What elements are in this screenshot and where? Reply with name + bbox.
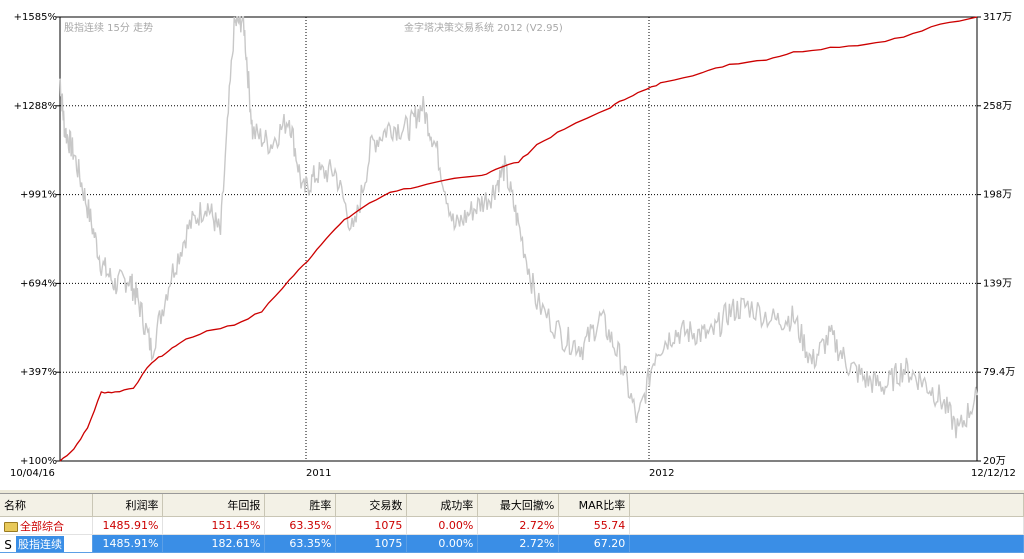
table-row-selected[interactable]: S 股指连续 1485.91% 182.61% 63.35% 1075 0.00%… [0, 534, 1024, 553]
cell-max-drawdown: 2.72% [477, 516, 560, 535]
column-header-mar-ratio[interactable]: MAR比率 [558, 494, 631, 517]
cell-win-rate: 63.35% [264, 516, 337, 535]
right-axis-tick-label: 258万 [983, 101, 1012, 112]
price-series-line [59, 16, 978, 439]
chart-overlay-system: 金字塔决策交易系统 2012 (V2.95) [404, 21, 563, 34]
left-axis-tick-label: +397% [20, 367, 57, 378]
chart-overlay-instrument: 股指连续 15分 走势 [64, 21, 153, 34]
cell-annual-return: 182.61% [162, 534, 266, 553]
right-axis-tick-label: 139万 [983, 278, 1012, 289]
cell-success-rate: 0.00% [406, 516, 479, 535]
left-axis-tick-label: +1288% [14, 101, 57, 112]
row-name-label: 股指连续 [16, 535, 64, 552]
cell-filler [629, 516, 1024, 535]
column-header-success-rate[interactable]: 成功率 [406, 494, 479, 517]
left-axis-tick-label: +1585% [14, 12, 57, 23]
cell-profit-rate: 1485.91% [92, 516, 164, 535]
row-name-cell[interactable]: S 股指连续 [0, 534, 94, 553]
equity-chart: +1585% +1288% +991% +694% +397% +100% 317万 258… [10, 12, 1016, 479]
cell-win-rate: 63.35% [264, 534, 337, 553]
column-header-filler [629, 494, 1024, 517]
cell-trade-count: 1075 [335, 534, 408, 553]
cell-filler [629, 534, 1024, 553]
results-grid: 名称 利润率 年回报 胜率 交易数 成功率 最大回撤% MAR比率 全部综合 1… [0, 493, 1024, 559]
results-table: 名称 利润率 年回报 胜率 交易数 成功率 最大回撤% MAR比率 全部综合 1… [0, 494, 1024, 553]
equity-series-line [59, 16, 978, 462]
table-header-row: 名称 利润率 年回报 胜率 交易数 成功率 最大回撤% MAR比率 [0, 494, 1024, 517]
plot-area [59, 16, 978, 462]
right-axis-tick-label: 79.4万 [983, 367, 1015, 378]
left-axis-tick-label: +100% [20, 456, 57, 467]
folder-icon [4, 521, 18, 532]
cell-profit-rate: 1485.91% [92, 534, 164, 553]
cell-max-drawdown: 2.72% [477, 534, 560, 553]
x-label-2011: 2011 [306, 468, 331, 479]
cell-annual-return: 151.45% [162, 516, 266, 535]
row-name-label: 全部综合 [20, 519, 64, 533]
equity-chart-panel: +1585% +1288% +991% +694% +397% +100% 317万 258… [0, 0, 1024, 490]
right-axis-tick-label: 20万 [983, 456, 1006, 467]
x-label-start: 10/04/16 [10, 468, 55, 479]
cell-success-rate: 0.00% [406, 534, 479, 553]
left-axis-tick-label: +991% [20, 190, 57, 201]
strategy-s-icon: S [4, 537, 12, 552]
column-header-name[interactable]: 名称 [0, 494, 94, 517]
column-header-max-drawdown[interactable]: 最大回撤% [477, 494, 560, 517]
column-header-profit-rate[interactable]: 利润率 [92, 494, 164, 517]
column-header-win-rate[interactable]: 胜率 [264, 494, 337, 517]
column-header-trade-count[interactable]: 交易数 [335, 494, 408, 517]
cell-mar-ratio: 55.74 [558, 516, 631, 535]
table-row-summary[interactable]: 全部综合 1485.91% 151.45% 63.35% 1075 0.00% … [0, 516, 1024, 535]
right-axis-tick-label: 198万 [983, 190, 1012, 201]
row-name-cell[interactable]: 全部综合 [0, 516, 94, 535]
column-header-annual-return[interactable]: 年回报 [162, 494, 266, 517]
left-axis-tick-label: +694% [20, 278, 57, 289]
x-label-end: 12/12/12 [971, 468, 1016, 479]
cell-trade-count: 1075 [335, 516, 408, 535]
x-label-2012: 2012 [649, 468, 674, 479]
cell-mar-ratio: 67.20 [558, 534, 631, 553]
right-axis-tick-label: 317万 [983, 12, 1012, 23]
